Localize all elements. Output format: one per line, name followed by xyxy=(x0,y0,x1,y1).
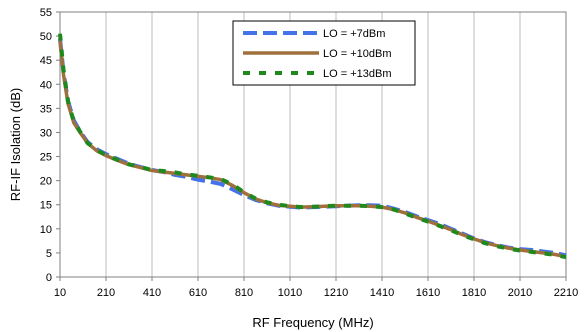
x-axis-label: RF Frequency (MHz) xyxy=(252,315,373,330)
legend-label-3: LO = +13dBm xyxy=(323,68,392,80)
x-tick-label: 10 xyxy=(54,287,66,299)
x-tick-label: 1610 xyxy=(416,287,440,299)
x-tick-label: 210 xyxy=(97,287,115,299)
y-tick-label: 10 xyxy=(40,224,52,236)
y-tick-label: 20 xyxy=(40,176,52,188)
y-tick-label: 5 xyxy=(46,248,52,260)
legend-label-1: LO = +7dBm xyxy=(323,28,385,40)
y-tick-label: 45 xyxy=(40,55,52,67)
x-tick-label: 610 xyxy=(189,287,207,299)
x-tick-label: 410 xyxy=(143,287,161,299)
y-tick-label: 15 xyxy=(40,200,52,212)
y-tick-label: 55 xyxy=(40,7,52,19)
y-tick-label: 0 xyxy=(46,272,52,284)
y-tick-label: 40 xyxy=(40,79,52,91)
series-line-3 xyxy=(58,33,567,260)
chart-legend: LO = +7dBm LO = +10dBm LO = +13dBm xyxy=(232,20,416,86)
x-tick-label: 810 xyxy=(235,287,253,299)
plot-area-frame xyxy=(59,11,567,278)
x-tick-label: 1210 xyxy=(324,287,348,299)
x-tick-label: 2210 xyxy=(554,287,578,299)
legend-label-2: LO = +10dBm xyxy=(323,48,392,60)
y-axis-label: RF-IF Isolation (dB) xyxy=(8,88,23,201)
y-tick-label: 35 xyxy=(40,103,52,115)
x-tick-label: 1410 xyxy=(370,287,394,299)
y-tick-label: 30 xyxy=(40,127,52,139)
chart-series xyxy=(58,33,567,260)
y-axis-ticks: 0 5 10 15 20 25 30 35 40 45 50 55 xyxy=(40,7,60,284)
x-tick-label: 2010 xyxy=(508,287,532,299)
x-axis-ticks: 10 210 410 610 810 1010 1210 1410 1610 1810 2010 22… xyxy=(54,277,578,299)
x-tick-label: 1010 xyxy=(278,287,302,299)
y-tick-label: 25 xyxy=(40,152,52,164)
x-tick-label: 1810 xyxy=(462,287,486,299)
y-tick-label: 50 xyxy=(40,31,52,43)
